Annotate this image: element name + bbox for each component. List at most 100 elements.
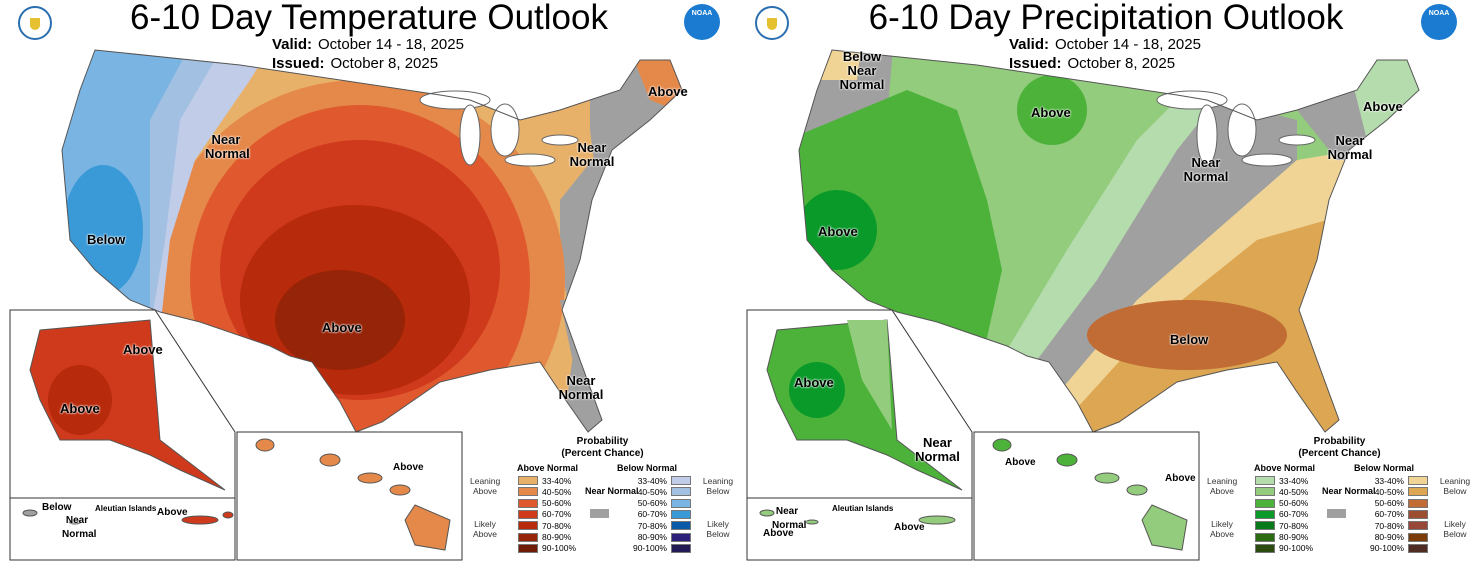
map-label: Above <box>123 342 163 357</box>
map-label: Near Normal <box>569 140 615 169</box>
color-swatch <box>1408 509 1428 519</box>
near-normal-label: Near Normal <box>1322 486 1376 496</box>
leaning-below-label: Leaning Below <box>1439 476 1471 496</box>
above-normal-header: Above Normal <box>517 463 579 473</box>
color-swatch <box>518 476 538 485</box>
range-label: 40-50% <box>542 486 572 497</box>
legend-subtitle: (Percent Chance) <box>561 448 644 459</box>
range-label: 50-60% <box>637 498 667 509</box>
above-legend-row: 70-80% <box>518 520 571 531</box>
issued-date: Issued: October 8, 2025 <box>1009 55 1176 72</box>
legend-title: Probability <box>576 436 629 447</box>
color-swatch <box>1255 509 1275 519</box>
doc-seal-logo <box>18 6 52 40</box>
map-label: Below <box>42 502 72 513</box>
above-legend-row: 70-80% <box>1255 520 1308 531</box>
color-swatch <box>1255 476 1275 485</box>
map-label: Above <box>1031 105 1071 120</box>
temperature-outlook-panel: NOAA 6-10 Day Temperature Outlook Valid:… <box>0 0 738 568</box>
map-label: Aleutian Islands <box>95 504 157 513</box>
above-legend-row: 60-70% <box>1255 509 1308 520</box>
color-swatch <box>1255 543 1275 553</box>
below-legend-row: 80-90% <box>625 532 691 543</box>
legend-title: Probability <box>1313 436 1366 447</box>
range-label: 80-90% <box>637 532 667 542</box>
map-label: Above <box>1005 457 1036 468</box>
range-label: 60-70% <box>637 509 667 520</box>
below-legend-row: 40-50% <box>1362 486 1428 497</box>
color-swatch <box>1255 498 1275 508</box>
map-label: Above <box>763 528 794 539</box>
map-label: Near Normal <box>558 373 604 402</box>
color-swatch <box>671 543 691 553</box>
above-legend-row: 90-100% <box>518 543 576 554</box>
above-legend-row: 40-50% <box>1255 486 1308 497</box>
range-label: 70-80% <box>542 520 572 531</box>
range-label: 80-90% <box>1374 532 1404 542</box>
color-swatch <box>518 498 538 508</box>
range-label: 90-100% <box>542 543 577 554</box>
below-legend-row: 60-70% <box>1362 509 1428 520</box>
map-label: Above <box>60 401 100 416</box>
map-label: Above <box>818 224 858 239</box>
range-label: 90-100% <box>1279 543 1314 554</box>
below-legend-row: 60-70% <box>625 509 691 520</box>
below-legend-row: 33-40% <box>1362 475 1428 486</box>
below-legend-row: 50-60% <box>1362 498 1428 509</box>
above-legend-row: 80-90% <box>518 532 571 543</box>
page-title: 6-10 Day Temperature Outlook <box>130 0 608 37</box>
map-label: Near Normal <box>205 132 250 161</box>
below-normal-header: Below Normal <box>617 463 678 473</box>
range-label: 70-80% <box>1279 520 1309 531</box>
color-swatch <box>518 543 538 553</box>
color-swatch <box>1255 521 1275 531</box>
legend: Probability (Percent Chance) Above Normal B… <box>1207 436 1472 566</box>
range-label: 60-70% <box>1374 509 1404 520</box>
color-swatch <box>671 509 691 519</box>
below-legend-row: 90-100% <box>1362 543 1428 554</box>
leaning-below-label: Leaning Below <box>702 476 734 496</box>
above-legend-row: 40-50% <box>518 486 571 497</box>
color-swatch <box>518 487 538 497</box>
below-legend-row: 40-50% <box>625 486 691 497</box>
range-label: 90-100% <box>632 543 667 554</box>
below-legend-row: 90-100% <box>625 543 691 554</box>
above-legend-row: 80-90% <box>1255 532 1308 543</box>
map-label: Above <box>157 507 188 518</box>
map-label: Above <box>894 522 925 533</box>
temperature-map <box>9 49 683 561</box>
range-label: 80-90% <box>1279 532 1309 542</box>
color-swatch <box>1408 487 1428 497</box>
map-label: Aleutian Islands <box>832 504 894 513</box>
above-legend-row: 50-60% <box>518 498 571 509</box>
near-normal-label: Near Normal <box>585 486 639 496</box>
above-legend-row: 33-40% <box>518 475 571 486</box>
above-legend-row: 60-70% <box>518 509 571 520</box>
below-legend-row: 33-40% <box>625 475 691 486</box>
map-label: Above <box>794 375 834 390</box>
valid-dates: Valid: October 14 - 18, 2025 <box>272 36 464 53</box>
legend-subtitle: (Percent Chance) <box>1298 448 1381 459</box>
above-legend-row: 50-60% <box>1255 498 1308 509</box>
doc-seal-logo <box>755 6 789 40</box>
below-legend-row: 70-80% <box>625 520 691 531</box>
map-label: Near Normal <box>772 506 807 531</box>
range-label: 90-100% <box>1369 543 1404 554</box>
leaning-above-label: Leaning Above <box>470 476 501 496</box>
map-label: Near Normal <box>1327 133 1373 162</box>
map-label: Above <box>648 84 688 99</box>
near-normal-swatch <box>590 509 609 518</box>
near-normal-swatch <box>1327 509 1346 518</box>
range-label: 33-40% <box>542 475 572 486</box>
range-label: 33-40% <box>637 475 667 486</box>
range-label: 50-60% <box>1279 498 1309 509</box>
above-legend-row: 90-100% <box>1255 543 1313 554</box>
valid-dates: Valid: October 14 - 18, 2025 <box>1009 36 1201 53</box>
precipitation-map <box>746 49 1420 561</box>
likely-below-label: Likely Below <box>1443 519 1467 539</box>
precipitation-outlook-panel: NOAA 6-10 Day Precipitation Outlook Vali… <box>737 0 1475 568</box>
below-normal-header: Below Normal <box>1354 463 1415 473</box>
range-label: 40-50% <box>1279 486 1309 497</box>
map-label: Near Normal <box>1183 155 1229 184</box>
above-normal-header: Above Normal <box>1254 463 1316 473</box>
